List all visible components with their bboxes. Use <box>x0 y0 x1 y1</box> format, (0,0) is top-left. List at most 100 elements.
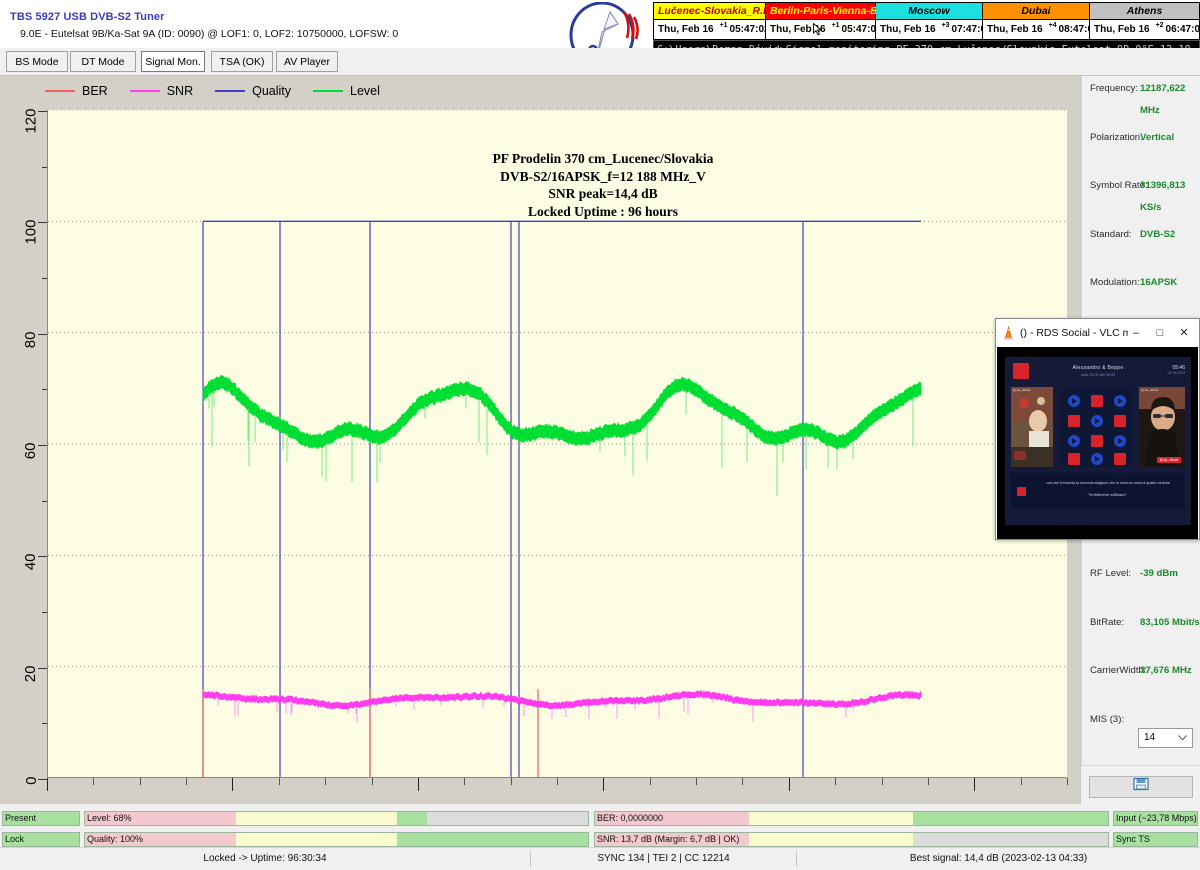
x-tick-minor <box>696 778 697 785</box>
vlc-video-cell-right: @rds_official @rds_official <box>1139 387 1185 467</box>
y-tick-label: 60 <box>22 442 40 460</box>
tab-tsa-ok[interactable]: TSA (OK) <box>211 51 273 72</box>
clock-moscow: Moscow Thu, Feb 16 +3 07:47:02 <box>876 3 992 39</box>
save-settings-button[interactable] <box>1089 776 1193 798</box>
x-tick-minor <box>511 778 512 785</box>
clock-time-row: Thu, Feb 16 +206:47:02 <box>1090 20 1200 39</box>
status-uptime: Locked -> Uptime: 96:30:34 <box>203 853 327 864</box>
legend-label: Level <box>350 84 380 98</box>
param-row-bitrate: BitRate: 83,105 Mbit/s <box>1082 612 1200 634</box>
tab-label: AV Player <box>284 56 330 68</box>
meter-zone-2 <box>913 812 1108 825</box>
legend-item-quality: Quality <box>215 84 291 98</box>
y-tick-minor <box>42 500 47 502</box>
x-tick-minor <box>279 778 280 785</box>
legend-swatch-icon <box>215 90 246 92</box>
clock-utc-offset: +3 <box>941 22 950 29</box>
x-tick-minor <box>650 778 651 785</box>
vlc-player-window[interactable]: () - RDS Social - VLC media … – □ ✕ Ales… <box>995 318 1200 540</box>
clock-time-row: Thu, Feb 16 +4 08:47:02 <box>983 20 1099 39</box>
annotation-line-4: Locked Uptime : 96 hours <box>527 203 678 219</box>
clock-city-label: Berlin-Paris-Vienna-Belgrade <box>766 3 915 20</box>
vlc-poster: Alessandro & Beppe dalle 05:00 alle 05:5… <box>1005 357 1191 525</box>
chart-annotation: PF Prodelin 370 cm_Lucenec/Slovakia DVB-… <box>448 150 758 220</box>
vlc-caption-line-2: "Terribilmente sofficiario" <box>1087 493 1127 497</box>
tab-label: DT Mode <box>81 56 125 68</box>
y-tick-major <box>38 222 47 224</box>
legend-item-level: Level <box>313 84 380 98</box>
vlc-video-surface[interactable]: Alessandro & Beppe dalle 05:00 alle 05:5… <box>997 347 1198 539</box>
param-value: 16APSK <box>1140 277 1178 288</box>
clock-utc-offset: +1 <box>719 22 728 29</box>
x-tick-minor <box>325 778 326 785</box>
y-tick-label: 20 <box>22 665 40 682</box>
tab-bs-mode[interactable]: BS Mode <box>6 51 68 72</box>
x-tick-minor <box>93 778 94 785</box>
clock-time: 08:47:02 <box>1058 24 1099 35</box>
meter-label: Level: 68% <box>87 813 132 823</box>
y-tick-label: 80 <box>22 331 40 348</box>
param-value: Vertical <box>1140 131 1175 143</box>
tab-signal-mon[interactable]: Signal Mon. <box>141 51 205 72</box>
header: TBS 5927 USB DVB-S2 Tuner 9.0E - Eutelsa… <box>0 0 1200 84</box>
vlc-close-button[interactable]: ✕ <box>1179 327 1189 339</box>
vlc-titlebar[interactable]: () - RDS Social - VLC media … – □ ✕ <box>996 319 1199 347</box>
annotation-line-2: DVB-S2/16APSK_f=12 188 MHz_V <box>500 168 706 184</box>
rds-logo-icon <box>1013 363 1029 379</box>
legend-swatch-icon <box>45 90 75 92</box>
legend-item-ber: BER <box>45 84 108 98</box>
y-tick-major <box>38 779 47 780</box>
x-tick-minor <box>186 778 187 785</box>
vlc-clock-date: 16 Feb 2023 <box>1167 371 1185 375</box>
param-value: 83,105 Mbit/s <box>1140 616 1200 628</box>
x-tick-minor <box>372 778 373 785</box>
meter-zone-0 <box>595 812 749 825</box>
x-tick-major <box>232 778 233 791</box>
vlc-clock-time: 05:46 <box>1172 365 1185 371</box>
meter-label: Input (~23,78 Mbps) <box>1116 813 1197 823</box>
clock-time: 06:47:02 <box>1165 24 1200 35</box>
y-tick-major <box>38 556 47 558</box>
tab-dt-mode[interactable]: DT Mode <box>70 51 136 72</box>
x-tick-minor <box>557 778 558 785</box>
meter-quality: Quality: 100% <box>84 832 589 847</box>
param-value: 12187,622 MHz <box>1140 83 1186 116</box>
meter-zone-1 <box>749 812 913 825</box>
clock-athens: Athens Thu, Feb 16 +206:47:02 <box>1090 3 1200 39</box>
clock-city-label: Dubai <box>983 3 1089 20</box>
x-tick-major <box>418 778 419 791</box>
chart-x-axis <box>47 778 1068 792</box>
chart-legend: BER SNR Quality Level <box>45 84 380 98</box>
param-key: Symbol Rate: <box>1090 180 1148 191</box>
tab-av-player[interactable]: AV Player <box>276 51 338 72</box>
y-tick-major <box>38 333 47 335</box>
y-tick-minor <box>42 723 47 725</box>
meter-present: Present <box>2 811 80 826</box>
mis-value: 14 <box>1144 732 1156 743</box>
x-tick-minor <box>1067 778 1068 785</box>
param-key: BitRate: <box>1090 616 1125 628</box>
vlc-maximize-button[interactable]: □ <box>1156 327 1164 339</box>
clock-utc-offset: +1 <box>831 22 840 29</box>
meter-ber: BER: 0,0000000 <box>594 811 1109 826</box>
chart-traces <box>48 110 1067 777</box>
vlc-minimize-button[interactable]: – <box>1132 327 1140 339</box>
legend-label: Quality <box>252 84 292 98</box>
status-divider-2 <box>796 851 797 867</box>
y-tick-minor <box>42 278 47 279</box>
clock-date: Thu, Feb 16 <box>1094 24 1150 35</box>
param-value: -39 dBm <box>1140 568 1178 579</box>
param-value: 31396,813 KS/s <box>1140 180 1186 213</box>
clock-time: 07:47:02 <box>951 24 992 35</box>
chart-y-axis: 0 20 40 60 80 100 120 <box>0 109 47 785</box>
mis-select[interactable]: 14 <box>1138 728 1193 748</box>
meter-zone-1 <box>236 812 397 825</box>
param-key: MIS (3): <box>1090 713 1125 725</box>
meter-zone-1 <box>749 833 913 846</box>
meter-zone-0 <box>85 812 236 825</box>
clock-date: Thu, Feb 16 <box>880 24 936 35</box>
meter-input: Input (~23,78 Mbps) <box>1113 811 1198 826</box>
legend-swatch-icon <box>313 90 344 92</box>
clock-date: Thu, Feb 16 <box>770 24 826 35</box>
status-meters: Present Level: 68% BER: 0,0000000 Input (~2… <box>0 804 1200 870</box>
